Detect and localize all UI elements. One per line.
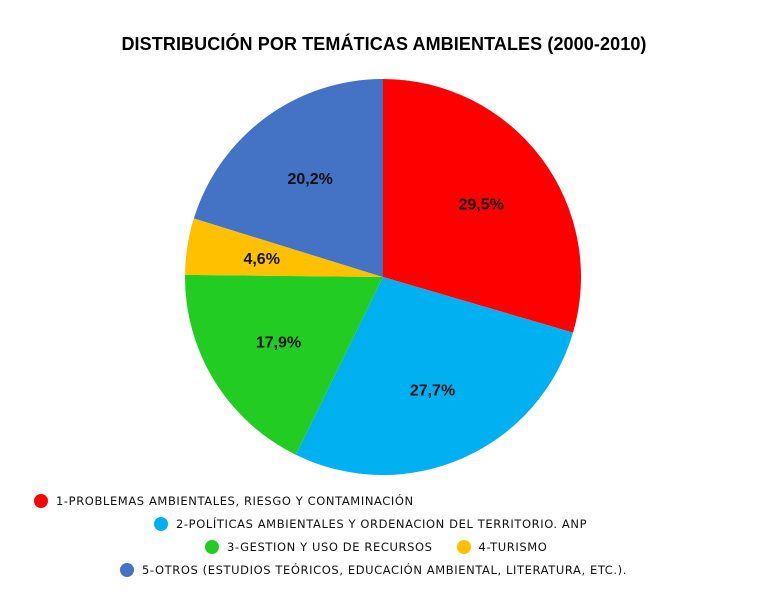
legend-entry-2: 2-POLÍTICAS AMBIENTALES Y ORDENACION DEL…: [154, 517, 587, 531]
legend-row-2: 2-POLÍTICAS AMBIENTALES Y ORDENACION DEL…: [154, 517, 587, 531]
legend-label-5: 5-OTROS (ESTUDIOS TEÓRICOS, EDUCACIÓN AM…: [142, 563, 628, 577]
legend-swatch-3: [205, 540, 219, 554]
legend-row-3: 3-GESTION Y USO DE RECURSOS 4-TURISMO: [205, 540, 547, 554]
pie-slices: [184, 79, 582, 476]
legend-row-4: 5-OTROS (ESTUDIOS TEÓRICOS, EDUCACIÓN AM…: [120, 563, 627, 577]
legend-entry-4: 4-TURISMO: [456, 540, 548, 554]
legend-row-1: 1-PROBLEMAS AMBIENTALES, RIESGO Y CONTAM…: [34, 494, 414, 508]
legend-label-3: 3-GESTION Y USO DE RECURSOS: [227, 540, 433, 554]
legend-label-4: 4-TURISMO: [478, 540, 548, 554]
pie-slice-labels: 29,5% 27,7% 17,9% 4,6% 20,2%: [243, 171, 503, 399]
slice-value-label-5: 20,2%: [288, 171, 333, 188]
pie-slice-3: [184, 274, 383, 455]
chart-title: DISTRIBUCIÓN POR TEMÁTICAS AMBIENTALES (…: [121, 34, 647, 54]
pie-slice-4: [185, 218, 383, 277]
slice-value-label-3: 17,9%: [256, 334, 301, 351]
legend-entry-5: 5-OTROS (ESTUDIOS TEÓRICOS, EDUCACIÓN AM…: [120, 563, 627, 577]
legend-label-2: 2-POLÍTICAS AMBIENTALES Y ORDENACION DEL…: [176, 517, 588, 531]
legend-entry-3: 3-GESTION Y USO DE RECURSOS: [205, 540, 433, 554]
legend-swatch-4: [456, 540, 471, 554]
slice-value-label-1: 29,5%: [459, 196, 504, 213]
legend-swatch-2: [154, 517, 168, 531]
slice-value-label-2: 27,7%: [410, 382, 455, 399]
legend-swatch-1: [34, 494, 48, 508]
legend-entry-1: 1-PROBLEMAS AMBIENTALES, RIESGO Y CONTAM…: [34, 494, 414, 508]
pie-slice-1: [383, 79, 582, 333]
slice-value-label-4: 4,6%: [243, 251, 279, 268]
pie-slice-5: [193, 79, 383, 277]
legend-label-1: 1-PROBLEMAS AMBIENTALES, RIESGO Y CONTAM…: [56, 494, 414, 508]
pie-slice-2: [295, 277, 574, 476]
legend-swatch-5: [120, 563, 134, 577]
